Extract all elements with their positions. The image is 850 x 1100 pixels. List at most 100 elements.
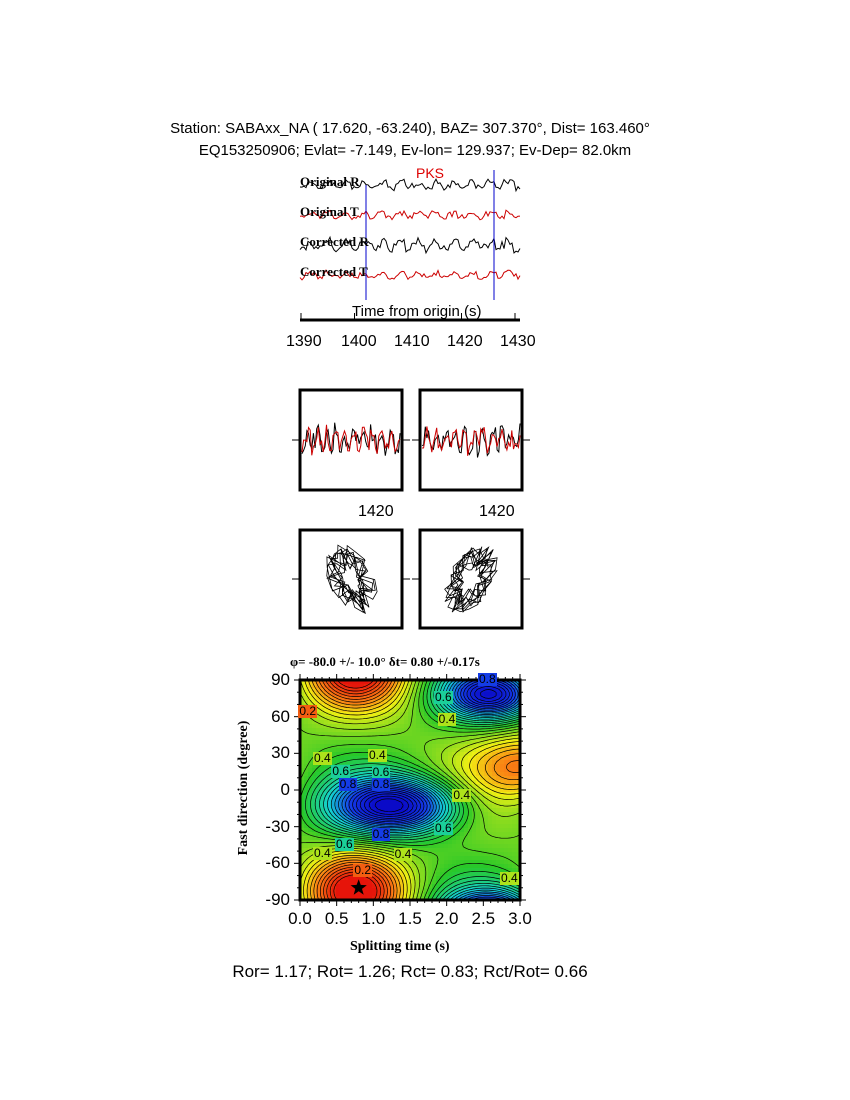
heatmap-cell	[384, 724, 389, 729]
heatmap-cell	[364, 736, 369, 741]
heatmap-cell	[332, 776, 337, 781]
heatmap-cell	[500, 752, 505, 757]
heatmap-cell	[376, 760, 381, 765]
heatmap-cell	[308, 780, 313, 785]
heatmap-cell	[472, 820, 477, 825]
heatmap-cell	[304, 872, 309, 877]
waveform-trace	[299, 178, 521, 193]
heatmap-cell	[300, 768, 305, 773]
heatmap-cell	[316, 720, 321, 725]
heatmap-cell	[328, 732, 333, 737]
heatmap-cell	[384, 732, 389, 737]
heatmap-cell	[424, 872, 429, 877]
heatmap-cell	[428, 868, 433, 873]
heatmap-cell	[380, 692, 385, 697]
heatmap-cell	[428, 884, 433, 889]
heatmap-cell	[516, 856, 521, 861]
heatmap-cell	[484, 792, 489, 797]
heatmap-cell	[316, 876, 321, 881]
heatmap-cell	[448, 860, 453, 865]
heatmap-cell	[428, 876, 433, 881]
heatmap-cell	[356, 824, 361, 829]
heatmap-cell	[420, 708, 425, 713]
heatmap-cell	[344, 816, 349, 821]
heatmap-cell	[492, 708, 497, 713]
heatmap-cell	[360, 828, 365, 833]
heatmap-cell	[484, 780, 489, 785]
heatmap-cell	[372, 724, 377, 729]
heatmap-cell	[368, 844, 373, 849]
heatmap-cell	[344, 724, 349, 729]
heatmap-cell	[464, 884, 469, 889]
x-tick-label: 0.5	[324, 909, 349, 928]
heatmap-cell	[508, 736, 513, 741]
heatmap-cell	[380, 856, 385, 861]
heatmap-cell	[380, 880, 385, 885]
heatmap-cell	[312, 800, 317, 805]
heatmap-cell	[332, 720, 337, 725]
heatmap-cell	[408, 808, 413, 813]
heatmap-cell	[468, 844, 473, 849]
heatmap-cell	[388, 848, 393, 853]
heatmap-cell	[428, 844, 433, 849]
heatmap-cell	[360, 780, 365, 785]
heatmap-cell	[400, 748, 405, 753]
heatmap-cell	[316, 748, 321, 753]
heatmap-cell	[432, 740, 437, 745]
heatmap-cell	[392, 804, 397, 809]
heatmap-cell	[504, 816, 509, 821]
heatmap-cell	[484, 692, 489, 697]
heatmap-cell	[376, 812, 381, 817]
heatmap-cell	[508, 688, 513, 693]
heatmap-cell	[300, 800, 305, 805]
heatmap-cell	[408, 740, 413, 745]
heatmap-cell	[368, 772, 373, 777]
panel-frame	[298, 528, 404, 630]
heatmap-cell	[476, 868, 481, 873]
y-tick-label: 0	[280, 780, 290, 799]
heatmap-cell	[332, 856, 337, 861]
heatmap-cell	[408, 836, 413, 841]
heatmap-cell	[508, 692, 513, 697]
heatmap-cell	[364, 788, 369, 793]
heatmap-cell	[388, 680, 393, 685]
x-tick-label: 2.0	[434, 909, 459, 928]
heatmap-cell	[504, 756, 509, 761]
heatmap-cell	[372, 740, 377, 745]
heatmap-cell	[304, 812, 309, 817]
heatmap-cell	[320, 816, 325, 821]
heatmap-cell	[412, 720, 417, 725]
heatmap-cell	[432, 756, 437, 761]
heatmap-cell	[452, 728, 457, 733]
heatmap-cell	[480, 876, 485, 881]
heatmap-cell	[428, 768, 433, 773]
heatmap-cell	[340, 712, 345, 717]
heatmap-cell	[312, 768, 317, 773]
heatmap-cell	[488, 864, 493, 869]
heatmap-cell	[444, 804, 449, 809]
heatmap-cell	[420, 804, 425, 809]
heatmap-cell	[512, 788, 517, 793]
heatmap-cell	[364, 804, 369, 809]
heatmap-cell	[460, 820, 465, 825]
heatmap-cell	[408, 896, 413, 901]
heatmap-cell	[304, 772, 309, 777]
heatmap-cell	[344, 892, 349, 897]
heatmap-cell	[392, 752, 397, 757]
heatmap-cell	[460, 688, 465, 693]
heatmap-cell	[464, 800, 469, 805]
heatmap-cell	[452, 836, 457, 841]
heatmap-cell	[516, 684, 521, 689]
heatmap-cell	[448, 704, 453, 709]
heatmap-cell	[444, 812, 449, 817]
heatmap-cell	[412, 872, 417, 877]
heatmap-cell	[464, 688, 469, 693]
heatmap-cell	[368, 768, 373, 773]
heatmap-cell	[324, 728, 329, 733]
heatmap-cell	[304, 724, 309, 729]
heatmap-cell	[464, 864, 469, 869]
heatmap-cell	[428, 800, 433, 805]
heatmap-cell	[504, 776, 509, 781]
heatmap-cell	[488, 744, 493, 749]
heatmap-cell	[452, 872, 457, 877]
